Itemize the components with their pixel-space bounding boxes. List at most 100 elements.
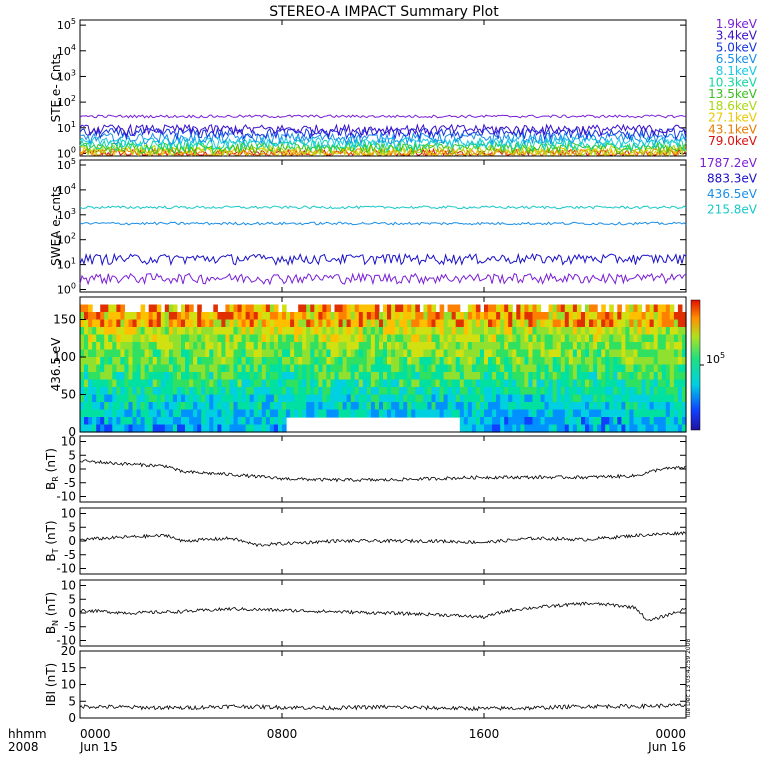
spectrogram-cell xyxy=(290,334,295,343)
spectrogram-cell xyxy=(322,312,327,321)
spectrogram-cell xyxy=(160,349,166,358)
spectrogram-cell xyxy=(653,304,659,313)
spectrogram-cell xyxy=(374,327,380,336)
spectrogram-cell xyxy=(677,327,683,336)
spectrogram-cell xyxy=(193,312,198,321)
spectrogram-cell xyxy=(197,334,202,343)
spectrogram-cell xyxy=(181,304,186,313)
spectrogram-cell xyxy=(560,402,566,411)
spectrogram-cell xyxy=(609,402,614,411)
spectrogram-cell xyxy=(294,409,299,418)
spectrogram-cell xyxy=(140,319,146,328)
spectrogram-cell xyxy=(346,327,352,336)
spectrogram-cell xyxy=(613,402,618,411)
spectrogram-cell xyxy=(334,357,340,366)
spectrogram-cell xyxy=(290,387,295,396)
spectrogram-cell xyxy=(370,402,376,411)
spectrogram-cell xyxy=(148,364,154,373)
spectrogram-cell xyxy=(548,409,554,418)
spectrogram-cell xyxy=(350,387,356,396)
spectrogram-cell xyxy=(621,364,626,373)
spectrogram-cell xyxy=(148,304,154,313)
spectrogram-cell xyxy=(104,409,109,418)
spectrogram-cell xyxy=(172,394,178,403)
spectrogram-cell xyxy=(269,379,275,388)
spectrogram-cell xyxy=(520,387,525,396)
spectrogram-cell xyxy=(653,357,659,366)
spectrogram-cell xyxy=(512,379,517,388)
spectrogram-cell xyxy=(209,342,214,351)
spectrogram-cell xyxy=(273,334,279,343)
spectrogram-cell xyxy=(181,319,186,328)
series-ste-8.1keV xyxy=(79,135,687,150)
spectrogram-cell xyxy=(423,372,428,381)
spectrogram-cell xyxy=(148,402,154,411)
spectrogram-cell xyxy=(641,417,647,426)
spectrogram-cell xyxy=(366,394,372,403)
spectrogram-cell xyxy=(439,372,445,381)
spectrogram-cell xyxy=(475,334,481,343)
spectrogram-cell xyxy=(168,334,174,343)
spectrogram-cell xyxy=(177,334,182,343)
spectrogram-cell xyxy=(265,342,271,351)
spectrogram-cell xyxy=(282,312,287,321)
spectrogram-cell xyxy=(415,304,420,313)
spectrogram-cell xyxy=(657,394,663,403)
spectrogram-cell xyxy=(665,334,671,343)
spectrogram-cell xyxy=(669,312,675,321)
spectrogram-cell xyxy=(568,312,574,321)
spectrogram-cell xyxy=(415,402,420,411)
spectrogram-cell xyxy=(625,387,630,396)
spectrogram-cell xyxy=(124,394,129,403)
spectrogram-cell xyxy=(415,327,420,336)
spectrogram-cell xyxy=(350,402,356,411)
spectrogram-cell xyxy=(286,409,291,418)
spectrogram-cell xyxy=(96,357,101,366)
spectrogram-cell xyxy=(411,387,416,396)
spectrogram-cell xyxy=(306,334,311,343)
spectrogram-cell xyxy=(665,372,671,381)
spectrogram-cell xyxy=(649,379,655,388)
spectrogram-cell xyxy=(455,312,461,321)
spectrogram-cell xyxy=(237,334,243,343)
spectrogram-cell xyxy=(645,394,651,403)
spectrogram-cell xyxy=(661,402,667,411)
spectrogram-cell xyxy=(84,349,89,358)
spectrogram-cell xyxy=(585,349,590,358)
spectrogram-cell xyxy=(104,387,109,396)
spectrogram-cell xyxy=(391,409,396,418)
spectrogram-cell xyxy=(637,372,643,381)
spectrogram-cell xyxy=(572,342,578,351)
spectrogram-cell xyxy=(471,372,477,381)
spectrogram-cell xyxy=(427,357,432,366)
spectrogram-cell xyxy=(516,342,521,351)
spectrogram-cell xyxy=(370,364,376,373)
spectrogram-cell xyxy=(225,402,230,411)
spectrogram-cell xyxy=(661,409,667,418)
spectrogram-cell xyxy=(326,402,331,411)
spectrogram-cell xyxy=(399,349,404,358)
legend-swea-436.5eV: 436.5eV xyxy=(707,187,758,201)
spectrogram-cell xyxy=(322,334,327,343)
spectrogram-cell xyxy=(209,394,214,403)
spectrogram-cell xyxy=(229,364,235,373)
spectrogram-cell xyxy=(508,424,513,433)
spectrogram-cell xyxy=(197,349,202,358)
spectrogram-cell xyxy=(205,417,210,426)
spectrogram-cell xyxy=(661,319,667,328)
spectrogram-cell xyxy=(463,379,469,388)
spectrogram-cell xyxy=(504,409,509,418)
spectrogram-cell xyxy=(156,342,162,351)
spectrogram-cell xyxy=(84,334,89,343)
spectrogram-cell xyxy=(649,409,655,418)
spectrogram-cell xyxy=(625,312,630,321)
spectrogram-cell xyxy=(629,372,634,381)
spectrogram-cell xyxy=(92,402,97,411)
spectrogram-cell xyxy=(269,357,275,366)
spectrogram-cell xyxy=(492,357,497,366)
spectrogram-cell xyxy=(589,417,594,426)
spectrogram-cell xyxy=(128,372,134,381)
spectrogram-cell xyxy=(411,357,416,366)
spectrogram-cell xyxy=(467,304,473,313)
spectrogram-cell xyxy=(682,334,687,343)
